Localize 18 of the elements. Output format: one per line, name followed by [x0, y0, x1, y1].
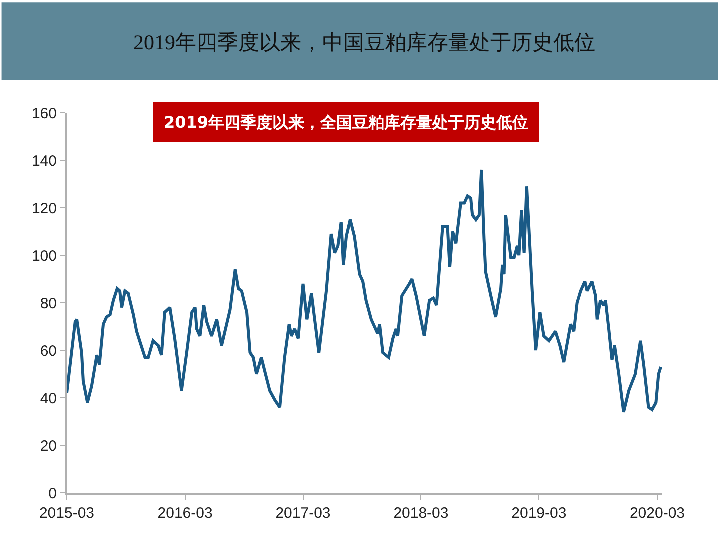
x-tick-label: 2017-03 [276, 505, 331, 522]
y-tick-label: 80 [40, 295, 57, 312]
y-tick-label: 160 [32, 105, 57, 122]
annotation: 2019年四季度以来，全国豆粕库存量处于历史低位 [164, 113, 529, 132]
y-tick-label: 120 [32, 200, 57, 218]
chart-title: 2019年四季度以来，中国豆粕库存量处于历史低位 [134, 30, 596, 54]
line-series [67, 168, 662, 414]
y-tick-label: 0 [48, 485, 57, 502]
x-tick-label: 2019-03 [512, 505, 567, 522]
x-tick-label: 2018-03 [394, 505, 449, 522]
x-tick-label: 2020-03 [630, 505, 686, 522]
x-tick-label: 2015-03 [39, 505, 95, 522]
x-tick-label: 2016-03 [158, 505, 213, 522]
y-tick-label: 140 [32, 152, 57, 170]
y-tick-label: 20 [40, 438, 57, 455]
y-tick-label: 60 [40, 342, 57, 360]
y-tick-label: 40 [40, 390, 57, 408]
y-tick-label: 100 [32, 248, 57, 265]
